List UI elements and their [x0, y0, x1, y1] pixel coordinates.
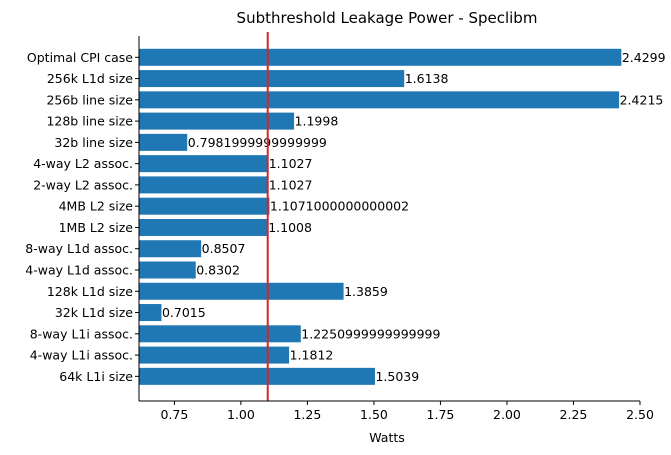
bar-3 — [139, 112, 295, 130]
data-label: 1.1071000000000002 — [270, 199, 409, 214]
x-tick-label: 1.00 — [227, 407, 255, 422]
x-axis-ticks: 0.75 1.00 1.25 1.50 1.75 2.00 2.25 2.50 — [135, 56, 654, 422]
data-label: 1.1027 — [269, 156, 313, 171]
bar-7 — [139, 197, 270, 215]
x-tick-label: 1.25 — [293, 407, 321, 422]
bar-14 — [139, 346, 290, 364]
bar-2 — [139, 91, 620, 109]
bar-1 — [139, 70, 405, 88]
data-labels: 2.4299 1.6138 2.4215 1.1998 0.79819999999999… — [162, 50, 666, 384]
category-label: 4MB L2 size — [59, 199, 134, 214]
bar-13 — [139, 325, 301, 343]
x-tick-label: 1.50 — [360, 407, 388, 422]
category-label: 64k L1i size — [59, 369, 133, 384]
bar-9 — [139, 240, 202, 258]
data-label: 2.4299 — [622, 50, 666, 65]
category-label: 4-way L2 assoc. — [33, 156, 133, 171]
category-label: 4-way L1d assoc. — [25, 263, 133, 278]
category-label: 32k L1d size — [55, 305, 133, 320]
category-labels: Optimal CPI case 256k L1d size 256b line s… — [25, 50, 133, 384]
data-label: 1.1027 — [269, 177, 313, 192]
x-tick-label: 2.00 — [493, 407, 521, 422]
data-label: 0.7981999999999999 — [188, 135, 327, 150]
category-label: 1MB L2 size — [59, 220, 134, 235]
x-tick-label: 2.50 — [626, 407, 654, 422]
category-label: 128b line size — [46, 114, 133, 129]
data-label: 1.2250999999999999 — [301, 326, 440, 341]
category-label: 128k L1d size — [47, 284, 133, 299]
bar-12 — [139, 304, 162, 322]
bars-group — [139, 48, 622, 385]
bar-0 — [139, 48, 622, 66]
x-tick-label: 0.75 — [160, 407, 188, 422]
category-label: 8-way L1i assoc. — [30, 326, 133, 341]
bar-8 — [139, 218, 268, 236]
data-label: 0.7015 — [162, 305, 206, 320]
data-label: 1.6138 — [405, 71, 449, 86]
x-tick-label: 2.25 — [560, 407, 588, 422]
category-label: 32b line size — [54, 135, 133, 150]
chart-title: Subthreshold Leakage Power - Speclibm — [237, 9, 538, 27]
data-label: 0.8302 — [196, 263, 240, 278]
data-label: 1.5039 — [375, 369, 419, 384]
category-label: 256k L1d size — [47, 71, 133, 86]
data-label: 1.1812 — [290, 348, 334, 363]
data-label: 1.3859 — [344, 284, 388, 299]
data-label: 1.1998 — [295, 114, 339, 129]
category-label: Optimal CPI case — [27, 50, 133, 65]
bar-10 — [139, 261, 196, 279]
data-label: 2.4215 — [620, 92, 664, 107]
bar-15 — [139, 367, 375, 385]
category-label: 8-way L1d assoc. — [25, 241, 133, 256]
category-label: 4-way L1i assoc. — [30, 348, 133, 363]
bar-11 — [139, 282, 344, 300]
bar-6 — [139, 176, 269, 194]
data-label: 0.8507 — [202, 241, 246, 256]
bar-4 — [139, 133, 188, 151]
x-axis-label: Watts — [369, 430, 405, 445]
category-label: 256b line size — [46, 92, 133, 107]
x-tick-label: 1.75 — [427, 407, 455, 422]
bar-5 — [139, 155, 269, 173]
category-label: 2-way L2 assoc. — [33, 177, 133, 192]
data-label: 1.1008 — [268, 220, 312, 235]
